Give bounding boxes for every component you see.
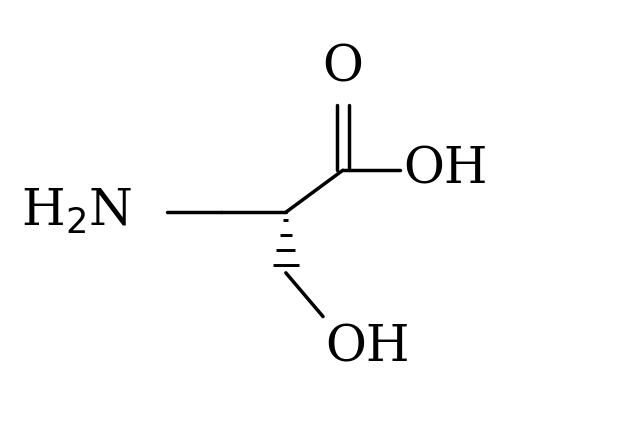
Text: OH: OH — [326, 323, 410, 373]
Text: O: O — [323, 43, 364, 93]
Text: H$_2$N: H$_2$N — [20, 187, 132, 237]
Text: OH: OH — [403, 146, 488, 195]
